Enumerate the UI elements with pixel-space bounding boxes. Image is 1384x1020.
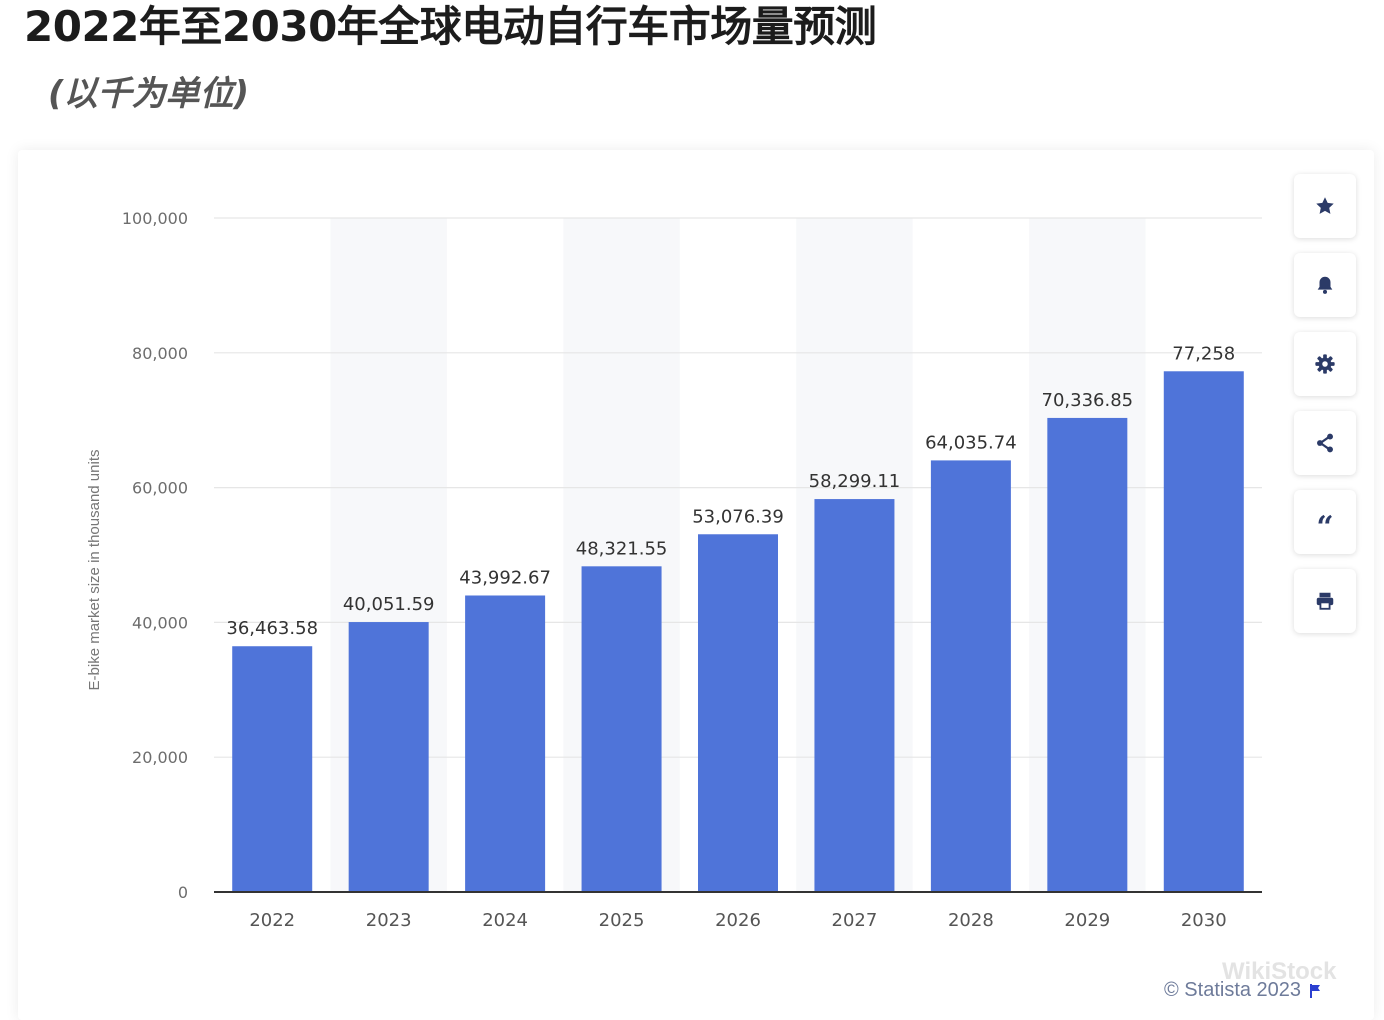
data-label-2026: 53,076.39 [692, 506, 784, 527]
y-tick-label: 80,000 [132, 344, 188, 363]
bar-2030 [1163, 371, 1244, 892]
x-tick-label-2025: 2025 [599, 910, 645, 931]
bar-2027 [814, 499, 895, 892]
bar-2023 [348, 622, 429, 892]
statista-credit[interactable]: © Statista 2023 [1164, 979, 1321, 1002]
quote-icon: “ [1316, 510, 1334, 545]
x-tick-label-2027: 2027 [832, 910, 878, 931]
x-tick-label-2024: 2024 [482, 910, 528, 931]
data-label-2023: 40,051.59 [343, 594, 435, 615]
data-label-2024: 43,992.67 [459, 567, 551, 588]
x-tick-label-2030: 2030 [1181, 910, 1227, 931]
printer-icon [1316, 592, 1334, 610]
y-tick-label: 0 [178, 883, 188, 902]
favorite-button[interactable] [1294, 174, 1356, 238]
bar-2026 [698, 534, 778, 892]
data-label-2027: 58,299.11 [809, 471, 901, 492]
flag-icon [1310, 983, 1321, 998]
bar-2029 [1047, 417, 1128, 892]
bell-icon [1317, 276, 1333, 294]
watermark: WikiStock [1222, 958, 1337, 985]
x-tick-label-2029: 2029 [1064, 910, 1110, 931]
page-title: 2022年至2030年全球电动自行车市场量预测 [24, 2, 877, 51]
share-button[interactable] [1294, 411, 1356, 475]
bar-2028 [930, 460, 1011, 892]
star-icon [1316, 197, 1334, 214]
x-tick-label-2023: 2023 [366, 910, 412, 931]
y-tick-label: 40,000 [132, 613, 188, 632]
page-subtitle: (以千为单位) [48, 74, 250, 114]
bar-2025 [581, 566, 662, 892]
settings-button[interactable] [1294, 332, 1356, 396]
x-tick-label-2026: 2026 [715, 910, 761, 931]
bar-2024 [465, 595, 546, 892]
y-tick-label: 20,000 [132, 748, 188, 767]
x-tick-label-2022: 2022 [249, 910, 295, 931]
data-label-2029: 70,336.85 [1042, 390, 1134, 411]
print-button[interactable] [1294, 569, 1356, 633]
data-label-2025: 48,321.55 [576, 538, 668, 559]
credit-text: © Statista 2023 [1164, 979, 1302, 1001]
data-label-2028: 64,035.74 [925, 432, 1017, 453]
x-tick-label-2028: 2028 [948, 910, 994, 931]
y-axis-title: E-bike market size in thousand units [86, 450, 103, 691]
gear-icon [1315, 354, 1335, 374]
data-label-2022: 36,463.58 [226, 618, 318, 639]
share-icon [1317, 433, 1333, 453]
y-tick-label: 60,000 [132, 479, 188, 498]
notify-button[interactable] [1294, 253, 1356, 317]
bar-2022 [232, 646, 313, 892]
cite-button[interactable]: “ [1294, 490, 1356, 554]
y-tick-label: 100,000 [122, 209, 188, 228]
data-label-2030: 77,258 [1172, 343, 1235, 364]
